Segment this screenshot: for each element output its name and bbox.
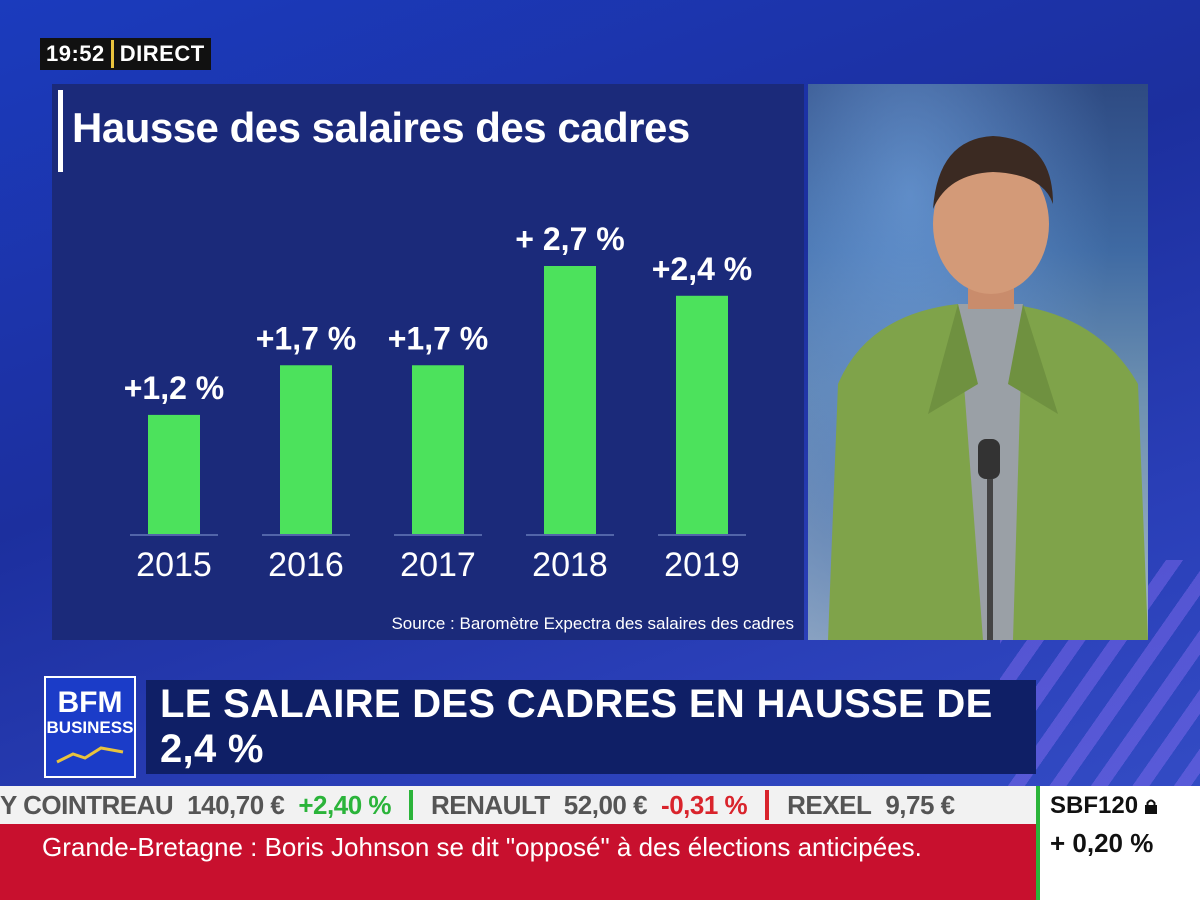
index-edge-accent: [1036, 786, 1040, 900]
bfm-business-logo: BFM BUSINESS: [44, 676, 136, 778]
ticker-name: REXEL: [787, 789, 872, 820]
bar-2016: [280, 365, 332, 534]
data-label-2015: +1,2 %: [124, 370, 225, 406]
bar-2017: [412, 365, 464, 534]
tick-label-2016: 2016: [268, 546, 344, 584]
trend-line-icon: [56, 746, 124, 764]
chart-source: Source : Baromètre Expectra des salaires…: [391, 614, 794, 633]
ticker-separator: [765, 790, 770, 820]
live-clock: 19:52 DIRECT: [40, 38, 211, 70]
bar-2015: [148, 414, 200, 534]
ticker-price: 140,70 €: [187, 789, 285, 820]
ticker-item: Y COINTREAU 140,70 € +2,40 %: [0, 789, 392, 821]
bar-chart: +1,2 % 2015 +1,7 % 2016 +1,7 % 2017 + 2,7 % 201…: [124, 221, 753, 584]
video-feed: [808, 84, 1148, 640]
bar-2019: [676, 295, 728, 534]
lock-icon: [1145, 799, 1158, 814]
tick-label-2015: 2015: [136, 546, 212, 584]
tick-label-2018: 2018: [532, 546, 608, 584]
ticker-item: REXEL 9,75 €: [787, 790, 968, 821]
index-name: SBF120: [1050, 792, 1139, 819]
clock-separator: [110, 40, 114, 68]
data-label-2019: +2,4 %: [652, 251, 753, 287]
tick-label-2017: 2017: [400, 546, 476, 584]
data-label-2018: + 2,7 %: [515, 221, 624, 257]
ticker-separator: [409, 790, 414, 820]
ticker-item: RENAULT 52,00 € -0,31 %: [431, 789, 748, 821]
clock-time: 19:52: [46, 41, 105, 66]
index-box: SBF120 + 0,20 %: [1040, 786, 1200, 900]
ticker-change: -0,31 %: [661, 789, 748, 820]
bar-2018: [544, 266, 596, 534]
title-accent-bar: [58, 90, 63, 172]
presenter-figure: [828, 136, 1148, 640]
data-label-2016: +1,7 %: [256, 320, 357, 356]
live-label: DIRECT: [119, 41, 205, 66]
ticker-change: +2,40 %: [298, 789, 392, 820]
chart-title: Hausse des salaires des cadres: [72, 104, 690, 151]
stock-ticker: Y COINTREAU 140,70 € +2,40 % RENAULT 52,00 €…: [0, 786, 1040, 824]
ticker-price: 52,00 €: [563, 789, 648, 820]
data-label-2017: +1,7 %: [388, 320, 489, 356]
tick-label-2019: 2019: [664, 546, 740, 584]
ticker-name: Y COINTREAU: [0, 789, 174, 820]
chart-panel: Hausse des salaires des cadres +1,2 % 201…: [52, 84, 804, 640]
index-value: + 0,20 %: [1050, 828, 1154, 858]
headline-banner: LE SALAIRE DES CADRES EN HAUSSE DE 2,4 %: [146, 680, 1036, 774]
news-crawl: Grande-Bretagne : Boris Johnson se dit "…: [0, 824, 1036, 900]
ticker-name: RENAULT: [431, 789, 550, 820]
ticker-price: 9,75 €: [885, 789, 955, 820]
